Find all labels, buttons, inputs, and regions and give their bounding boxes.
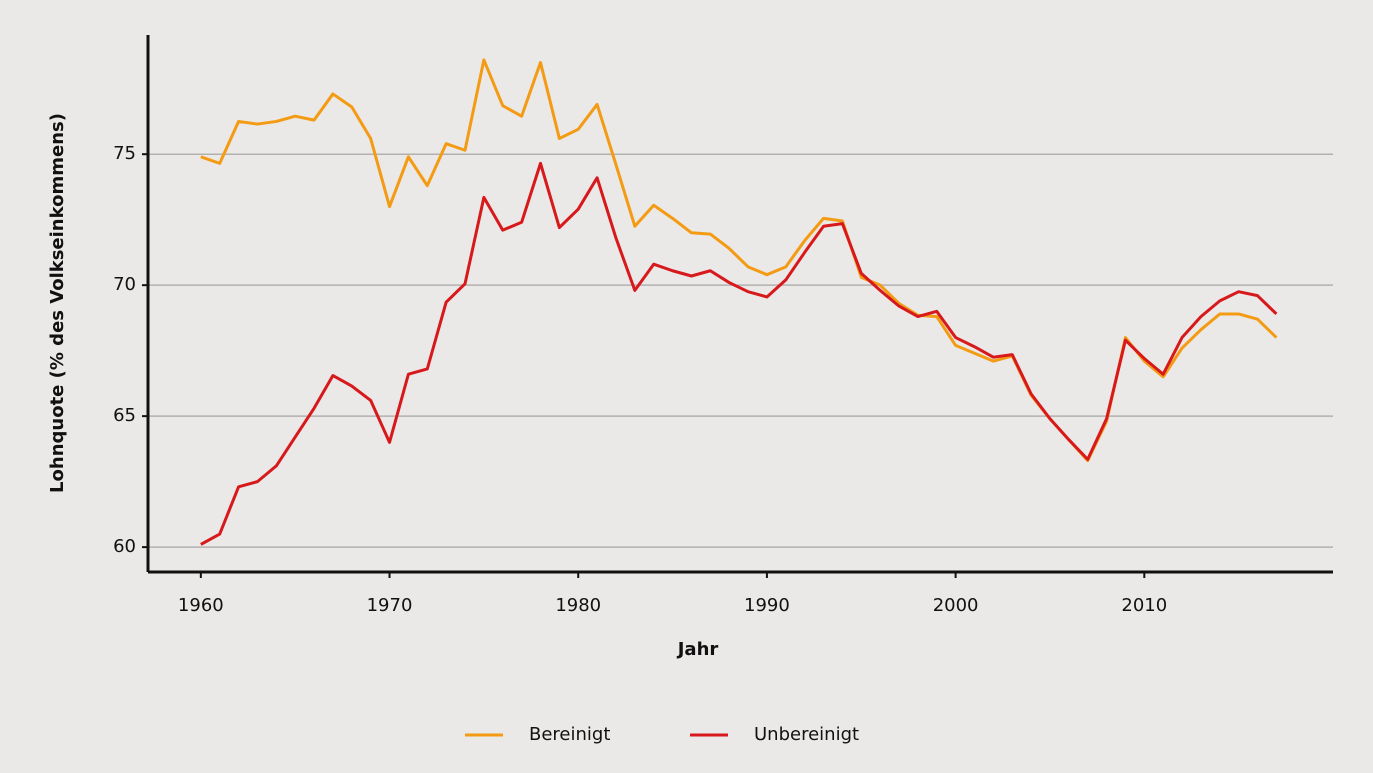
y-axis-label: Lohnquote (% des Volkseinkommens) bbox=[47, 113, 68, 493]
x-tick-label: 2000 bbox=[933, 595, 979, 616]
x-axis-label: Jahr bbox=[676, 639, 719, 660]
x-tick-label: 1980 bbox=[555, 595, 601, 616]
line-series bbox=[200, 161, 1278, 546]
x-tick-label: 1990 bbox=[744, 595, 790, 616]
y-tick-label: 70 bbox=[113, 274, 136, 295]
legend-label: Unbereinigt bbox=[754, 724, 859, 745]
x-tick-label: 1960 bbox=[178, 595, 224, 616]
y-tick-label: 75 bbox=[113, 143, 136, 164]
y-tick-label: 60 bbox=[113, 536, 136, 557]
y-tick-label: 65 bbox=[113, 405, 136, 426]
x-tick-label: 1970 bbox=[367, 595, 413, 616]
x-tick-label: 2010 bbox=[1121, 595, 1167, 616]
legend-label: Bereinigt bbox=[529, 724, 610, 745]
